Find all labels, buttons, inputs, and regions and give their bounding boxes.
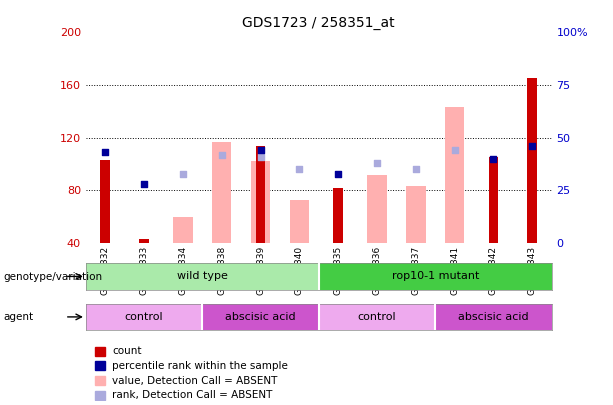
Text: agent: agent <box>3 312 33 322</box>
Text: count: count <box>112 346 142 356</box>
Bar <box>139 239 149 243</box>
Bar <box>95 391 105 400</box>
Bar <box>101 160 110 243</box>
Point <box>217 151 227 158</box>
Bar <box>527 79 537 243</box>
Bar <box>319 304 435 330</box>
Bar <box>367 175 387 243</box>
Point <box>489 156 498 162</box>
Bar <box>95 376 105 385</box>
Point <box>333 170 343 177</box>
Bar <box>445 107 465 243</box>
Bar <box>202 304 319 330</box>
Bar <box>95 347 105 356</box>
Bar <box>435 304 552 330</box>
Title: GDS1723 / 258351_at: GDS1723 / 258351_at <box>243 16 395 30</box>
Point <box>178 170 188 177</box>
Text: rank, Detection Call = ABSENT: rank, Detection Call = ABSENT <box>112 390 273 400</box>
Point <box>450 147 460 153</box>
Point <box>294 166 304 173</box>
Bar <box>256 146 265 243</box>
Text: genotype/variation: genotype/variation <box>3 272 102 281</box>
Bar <box>251 161 270 243</box>
Point <box>256 147 265 153</box>
Bar <box>333 188 343 243</box>
Bar <box>489 158 498 243</box>
Bar <box>406 186 425 243</box>
Bar <box>95 361 105 370</box>
Bar <box>86 263 319 290</box>
Bar <box>212 142 232 243</box>
Text: wild type: wild type <box>177 271 227 281</box>
Text: value, Detection Call = ABSENT: value, Detection Call = ABSENT <box>112 375 278 386</box>
Point <box>372 160 382 166</box>
Bar <box>86 304 202 330</box>
Text: control: control <box>357 312 397 322</box>
Text: control: control <box>124 312 164 322</box>
Text: abscisic acid: abscisic acid <box>225 312 296 322</box>
Point <box>101 149 110 156</box>
Point <box>256 153 265 160</box>
Text: rop10-1 mutant: rop10-1 mutant <box>392 271 479 281</box>
Bar <box>290 200 309 243</box>
Text: abscisic acid: abscisic acid <box>458 312 529 322</box>
Point <box>139 181 149 187</box>
Bar <box>319 263 552 290</box>
Point <box>411 166 421 173</box>
Text: percentile rank within the sample: percentile rank within the sample <box>112 361 288 371</box>
Point <box>527 143 537 149</box>
Bar <box>173 217 192 243</box>
